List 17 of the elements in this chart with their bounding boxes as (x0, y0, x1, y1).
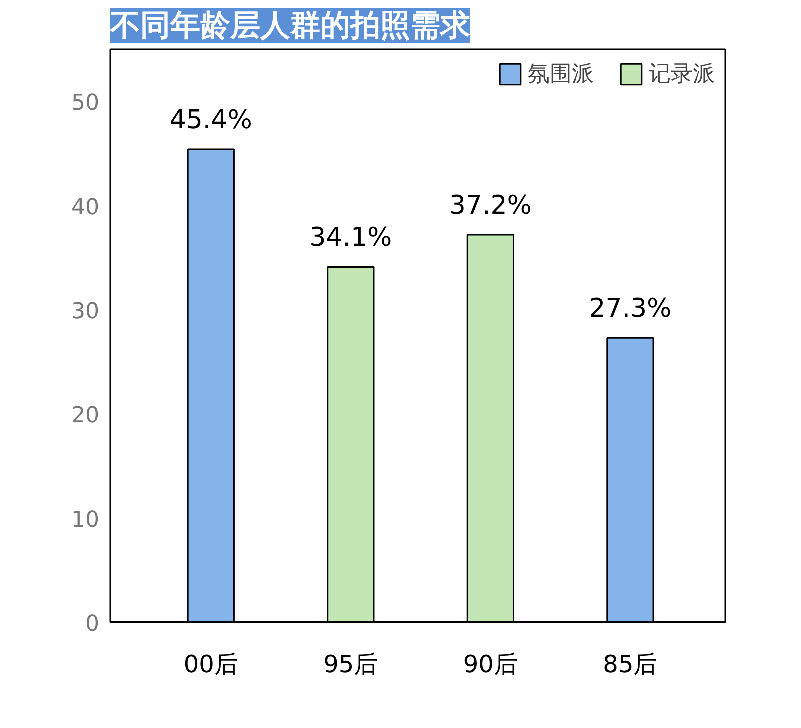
y-tick-label: 20 (72, 404, 100, 429)
x-tick-label: 95后 (324, 650, 378, 678)
x-tick-label: 85后 (603, 650, 658, 678)
x-tick-label: 90后 (463, 650, 518, 678)
x-tick-label: 00后 (184, 650, 238, 678)
legend-label: 记录派 (649, 61, 715, 89)
legend-label: 氛围派 (528, 61, 594, 89)
data-label: 45.4% (170, 106, 252, 136)
y-tick-label: 50 (72, 91, 100, 116)
data-label: 27.3% (589, 294, 672, 324)
y-tick-label: 30 (72, 299, 100, 324)
data-label: 37.2% (449, 190, 532, 221)
y-tick-label: 0 (86, 612, 100, 637)
data-label: 34.1% (310, 223, 392, 254)
y-tick-label: 40 (72, 195, 100, 220)
chart-title: 不同年龄层人群的拍照需求 (110, 8, 470, 44)
y-tick-label: 10 (72, 508, 100, 533)
